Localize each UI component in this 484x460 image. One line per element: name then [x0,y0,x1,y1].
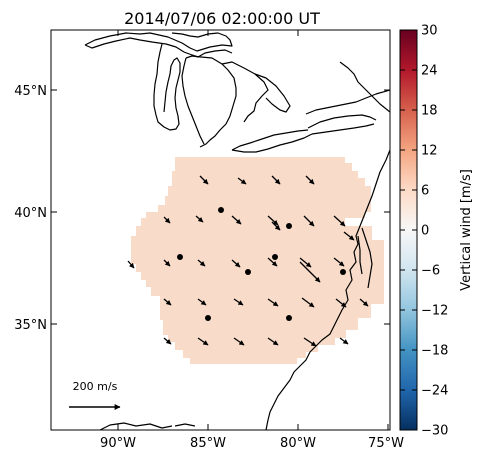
wind-arrow [339,337,349,345]
wind-arrow [271,221,281,231]
station-dots [177,207,346,321]
wind-arrow [267,298,279,307]
station-dot [286,223,292,229]
wind-arrow [267,257,278,267]
colorbar-tick-label: 18 [421,104,438,119]
colorbar-tick-label: 24 [421,64,438,79]
tick-marks [51,30,390,430]
wind-arrow [333,257,345,267]
wind-arrow [163,337,172,345]
gulf-coast [99,422,196,430]
lat-label-40: 40°N [14,206,47,221]
colorbar-tick-label: 30 [421,24,438,39]
wind-arrow [231,215,242,225]
wind-arrow [305,175,315,185]
georgian-bay-shore [254,73,291,113]
station-dot [205,315,211,321]
map-title: 2014/07/06 02:00:00 UT [124,9,320,28]
wind-arrow [231,259,241,268]
colorbar-ticks: 30 24 18 12 6 0 −6 −12 −18 −24 −30 [400,24,448,439]
wind-arrow [299,261,321,283]
wind-arrow [343,231,355,241]
wind-arrow [195,215,204,223]
map-area [84,32,390,430]
lat-label-35: 35°N [14,318,47,333]
wind-arrow [163,259,171,267]
colorbar-tick-label: 6 [421,184,429,199]
station-dot [272,254,278,260]
wind-arrow [237,177,247,185]
scale-label: 200 m/s [73,380,118,393]
lake-huron-shore [181,55,269,148]
lon-label-90: 90°W [100,436,136,451]
map-frame [50,29,391,431]
wind-arrow [197,337,209,346]
wind-arrow [267,215,279,226]
colorbar-tick-label: −30 [421,424,448,439]
wind-arrow [359,298,369,307]
station-dot [218,207,224,213]
colorbar-tick-label: 0 [421,224,429,239]
wind-arrow [271,175,281,185]
lon-label-75: 75°W [368,436,404,451]
wind-arrow [127,260,135,269]
chesapeake-bay [357,227,373,289]
wind-arrow [233,298,244,306]
lon-label-85: 85°W [190,436,226,451]
wind-arrow [163,216,171,224]
wind-arrow [233,337,245,346]
vertical-wind-field [131,157,384,364]
wind-arrow [303,215,315,227]
wind-arrow [197,259,206,267]
wind-arrow [335,298,347,308]
lake-superior-shore [84,32,233,58]
station-dot [177,254,183,260]
station-dot [245,269,251,275]
wind-arrow [333,215,346,227]
lake-erie-shore [231,129,313,153]
colorbar-label: Vertical wind [m/s] [459,169,474,291]
station-dot [286,315,292,321]
lat-label-45: 45°N [14,84,47,99]
colorbar-tick-label: −12 [421,304,448,319]
wind-arrow [197,298,207,306]
colorbar-tick-label: −24 [421,384,448,399]
wind-arrow [199,175,209,185]
lake-ontario-shore [307,114,377,135]
st-lawrence-shore [305,61,390,115]
wind-vectors [127,175,369,347]
wind-arrow [299,257,312,268]
coastlines [84,32,390,430]
lon-label-80: 80°W [280,436,316,451]
colorbar-tick-label: −18 [421,344,448,359]
wind-arrow [303,337,317,347]
wind-arrow [301,297,315,308]
colorbar-tick-label: 12 [421,144,438,159]
wind-arrow [267,337,279,346]
lake-michigan-shore [153,43,181,131]
colorbar-tick-label: −6 [421,264,440,279]
wind-arrow [163,298,172,306]
atlantic-coast [265,149,390,430]
station-dot [340,269,346,275]
